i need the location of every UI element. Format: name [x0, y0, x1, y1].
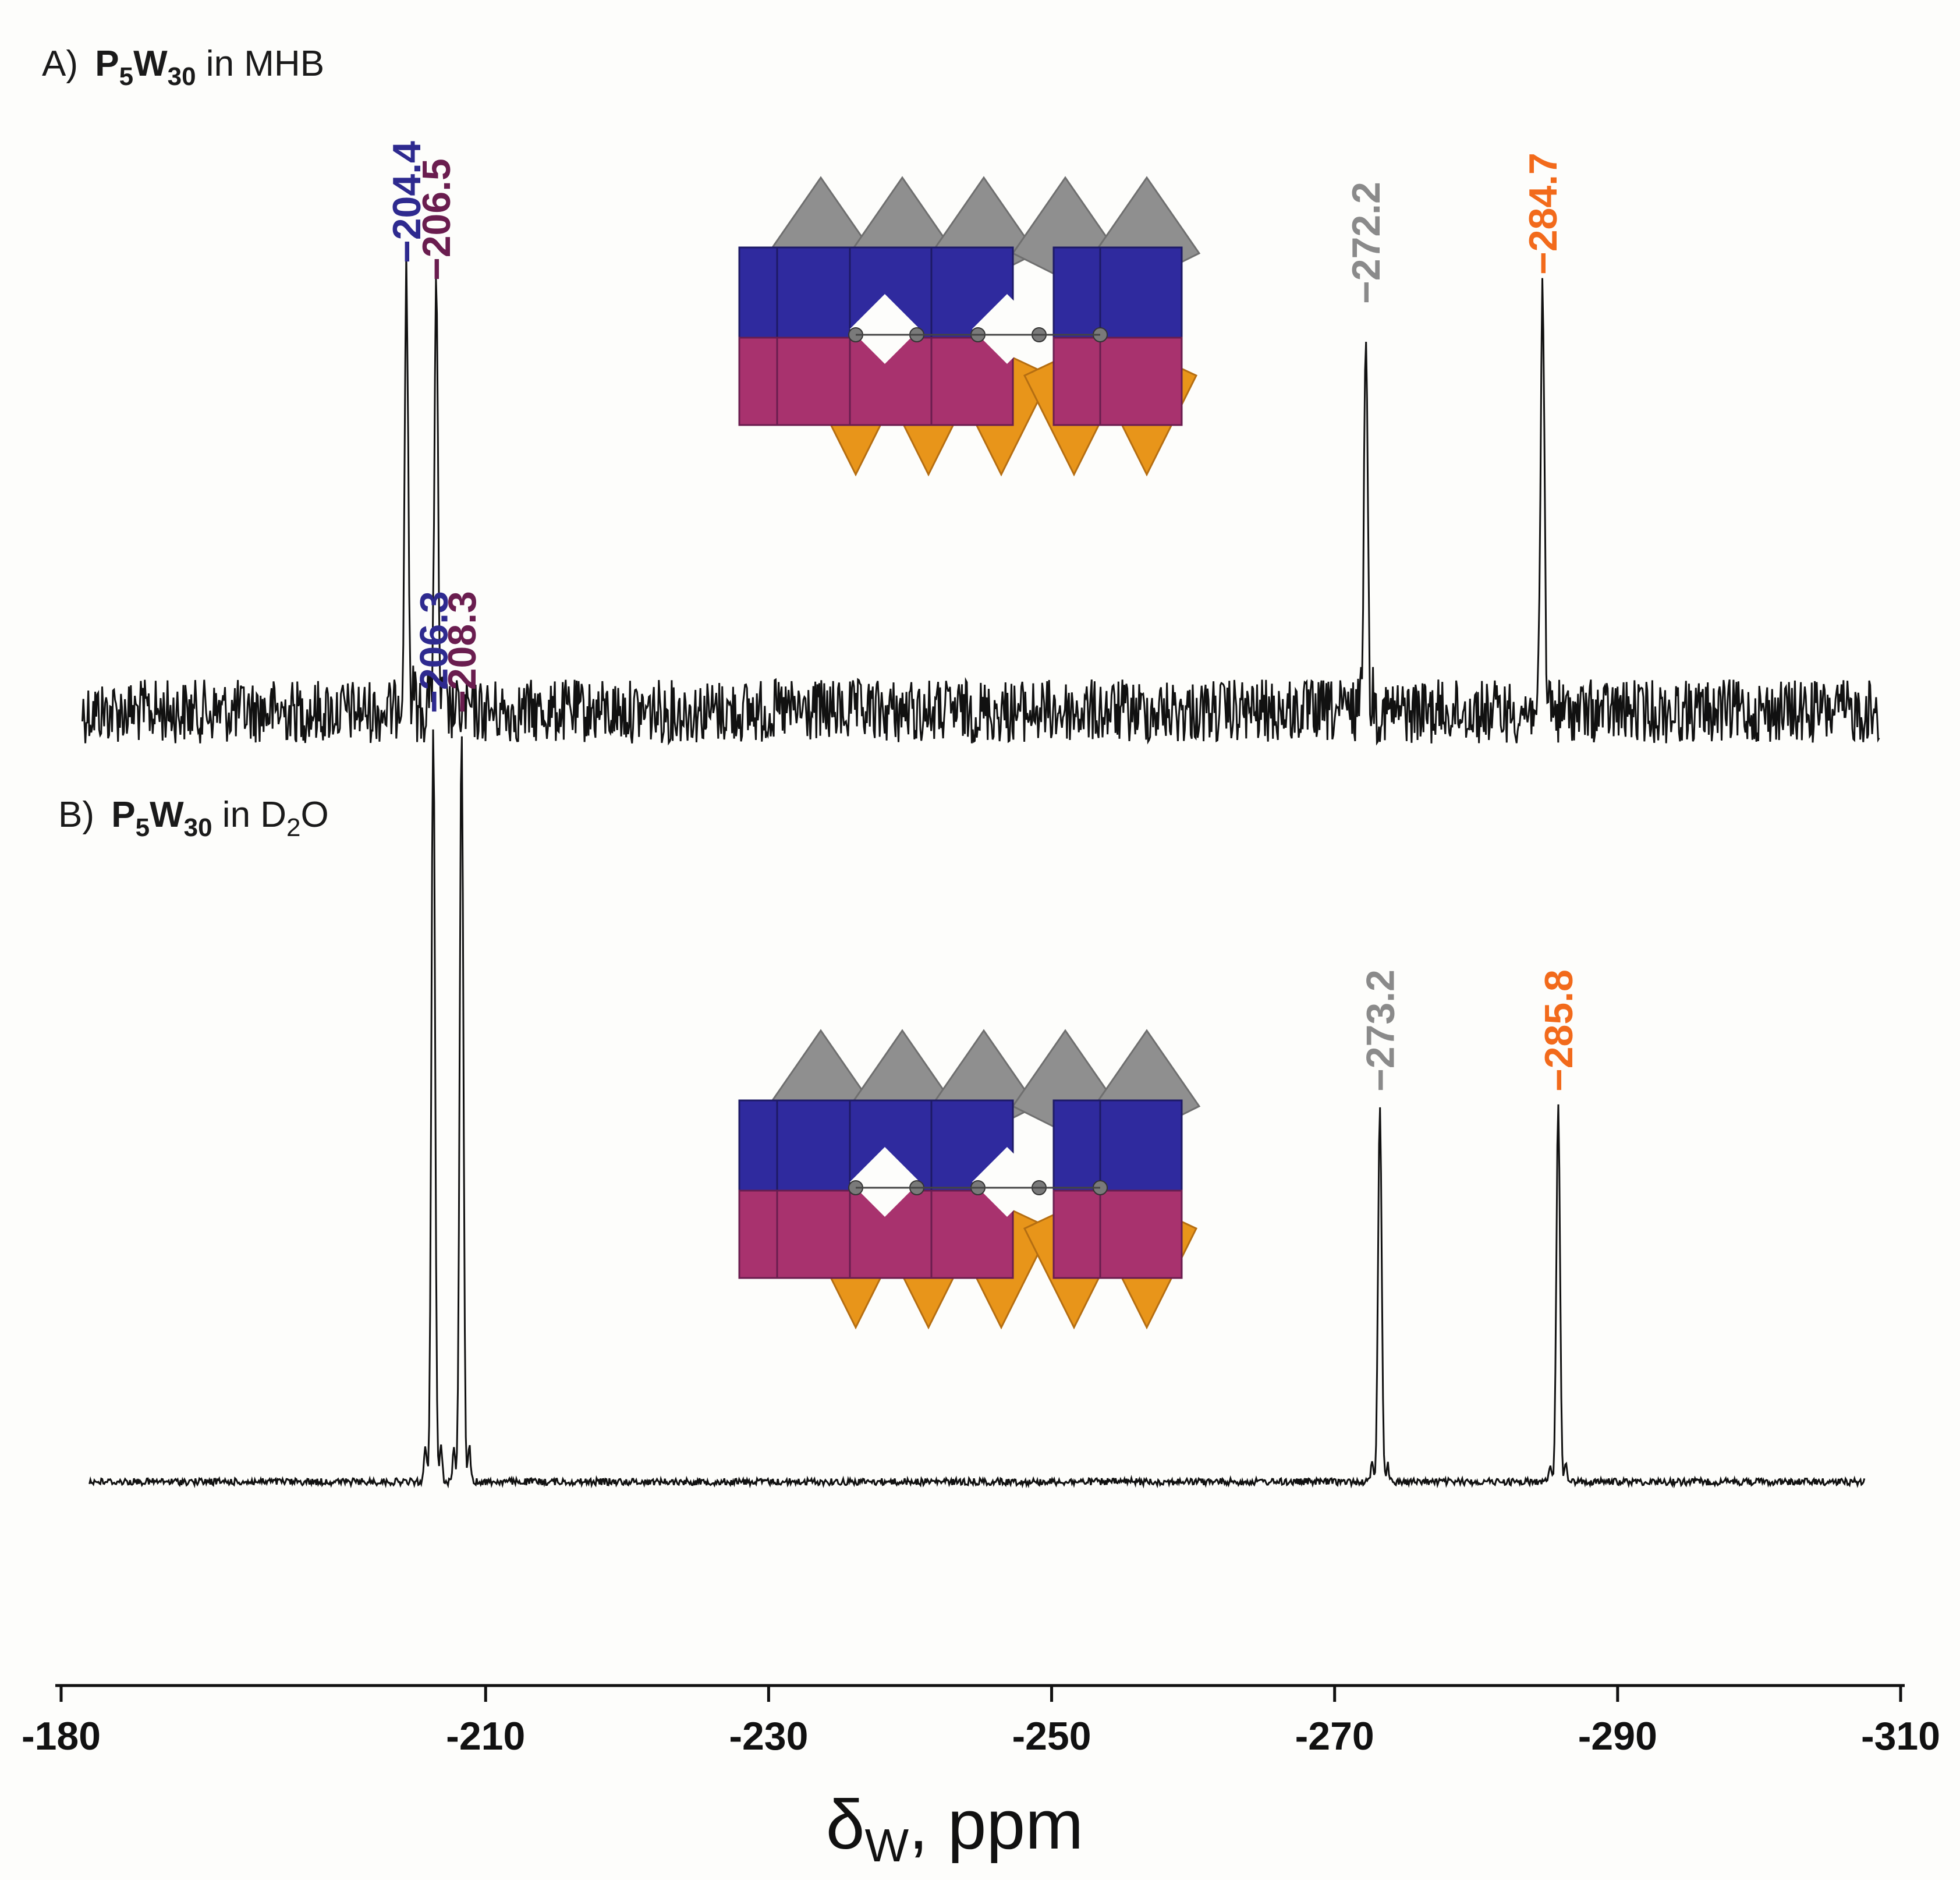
- structure-shape: [1099, 337, 1183, 426]
- peak-label: −208.3: [440, 591, 484, 713]
- structure-shape: [972, 294, 1042, 364]
- peak-label: −204.4: [385, 141, 429, 263]
- x-tick-label: -310: [1861, 1714, 1940, 1758]
- structure-shape: [1099, 1189, 1183, 1279]
- x-tick-label: -250: [1012, 1714, 1091, 1758]
- x-tick-label: -180: [22, 1714, 101, 1758]
- x-tick-label: -210: [446, 1714, 525, 1758]
- polyoxometalate-structure-b-icon: [738, 1029, 1201, 1330]
- peak-label: −206.5: [414, 158, 459, 281]
- x-axis-title: δW, ppm: [826, 1786, 1083, 1871]
- peak-label: −285.8: [1537, 969, 1581, 1092]
- structure-shape: [850, 1147, 920, 1217]
- peak-labels-a: −204.4−206.5 −272.2 −284.7: [385, 141, 1565, 304]
- peak-labels-b: −206.3−208.3 −273.2 −285.8: [412, 591, 1581, 1092]
- structure-shape: [972, 1147, 1042, 1217]
- panel-a-label: A) P5W30 in MHB: [42, 44, 324, 91]
- structure-shape: [1099, 246, 1183, 339]
- polyoxometalate-structure-a-icon: [738, 176, 1201, 477]
- structure-shape: [1099, 1099, 1183, 1192]
- spectrum-trace-b: [88, 729, 1866, 1489]
- x-tick-label: -290: [1578, 1714, 1657, 1758]
- structure-shape: [850, 294, 920, 364]
- peak-label: −273.2: [1359, 969, 1403, 1092]
- peak-label: −206.3: [412, 591, 456, 713]
- x-axis-ticks: -180 -210 -230 -250 -270 -290 -310: [22, 1686, 1940, 1758]
- x-tick-label: -230: [729, 1714, 808, 1758]
- x-tick-label: -270: [1295, 1714, 1374, 1758]
- spectrum-trace-a: [81, 252, 1880, 746]
- panel-b-label: B) P5W30 in D2O: [58, 795, 329, 842]
- peak-label: −272.2: [1344, 182, 1388, 304]
- peak-label: −284.7: [1521, 153, 1565, 275]
